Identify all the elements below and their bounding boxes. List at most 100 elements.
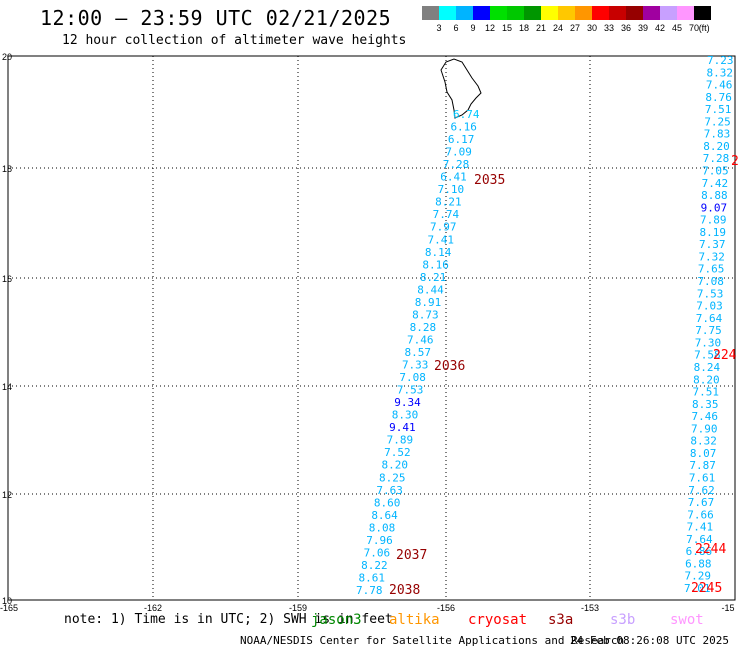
swh-value-label: 6.88 [685,557,712,570]
swh-value-label: 7.06 [364,546,391,559]
color-scale-label: 21 [536,23,546,33]
color-scale-label: 33 [604,23,614,33]
swh-value-label: 7.46 [691,410,718,423]
swh-value-label: 7.89 [700,214,727,227]
swh-value-label: 8.76 [705,91,732,104]
color-scale-label: 18 [519,23,529,33]
pass-time-label: 2035 [474,173,505,188]
swh-value-label: 7.51 [705,103,732,116]
swh-value-label: 7.32 [698,250,725,263]
color-scale-label: 9 [470,23,475,33]
hawaii-island-coastline [440,58,482,119]
pass-time-label: 2038 [389,583,420,598]
legend-swot: swot [670,612,704,628]
plot-border [7,55,736,601]
swh-value-label: 9.41 [389,421,416,434]
swh-value-label: 7.08 [697,275,724,288]
color-scale-label: 39 [638,23,648,33]
credit-line: NOAA/NESDIS Center for Satellite Applica… [240,634,625,647]
swh-value-label: 7.62 [688,484,715,497]
color-swatch [473,6,490,20]
swh-value-label: 7.90 [691,422,718,435]
pass-time-label: 2244 [695,542,726,557]
longitude-tick-label: -165 [0,603,18,613]
map-frame [7,55,736,601]
latitude-tick-label: 18 [2,164,12,174]
legend-cryosat: cryosat [468,612,528,628]
swh-value-label: 7.03 [696,300,723,313]
color-swatch [660,6,677,20]
legend-altika: altika [389,612,440,628]
swh-value-label: 8.32 [706,66,733,79]
swh-value-label: 7.28 [443,158,470,171]
swh-value-label: 7.53 [697,287,724,300]
swh-value-label: 8.28 [410,321,437,334]
swh-value-label: 8.20 [703,140,730,153]
pass-time-label: 2245 [691,581,722,596]
swh-value-label: 8.61 [359,571,386,584]
swh-value-label: 7.23 [707,54,734,67]
swh-value-label: 9.07 [701,201,728,214]
swh-value-label: 7.01 [684,582,711,595]
swh-value-label: 7.61 [689,471,716,484]
swh-value-label: 7.75 [695,324,722,337]
color-swatch [524,6,541,20]
color-swatch [541,6,558,20]
color-scale-label: 45 [672,23,682,33]
swh-value-label: 8.64 [371,509,398,522]
generated-timestamp: 24 Feb 08:26:08 UTC 2025 [570,634,729,647]
color-swatch [643,6,660,20]
swh-value-label: 7.66 [687,508,714,521]
longitude-tick-label: -156 [437,603,455,613]
color-swatch [626,6,643,20]
swh-value-label: 6.86 [686,545,713,558]
page-title: 12:00 – 23:59 UTC 02/21/2025 [40,6,392,30]
swh-value-label: 7.28 [703,152,730,165]
swh-value-label: 7.67 [688,496,715,509]
swh-value-label: 7.96 [366,534,393,547]
swh-value-label: 6.16 [450,121,477,134]
color-scale-label: 12 [485,23,495,33]
page-subtitle: 12 hour collection of altimeter wave hei… [62,33,407,48]
swh-value-label: 9.34 [394,396,421,409]
swh-value-label: 7.41 [687,521,714,534]
color-scale-label: 15 [502,23,512,33]
latitude-tick-label: 20 [2,52,12,62]
latitude-tick-label: 14 [2,382,12,392]
swh-value-label: 7.78 [356,584,383,597]
swh-value-label: 7.05 [702,165,729,178]
swh-value-label: 8.08 [369,521,396,534]
swh-value-label: 7.09 [445,146,472,159]
swh-value-label: 7.64 [696,312,723,325]
legend-s3b: s3b [610,612,636,628]
color-swatch [507,6,524,20]
color-scale-unit: (ft) [699,23,710,33]
swh-value-label: 7.42 [702,177,729,190]
swh-value-label: 6.41 [440,171,467,184]
swh-value-label: 8.73 [412,308,439,321]
swh-value-label: 6.74 [453,108,480,121]
swh-value-label: 8.60 [374,496,401,509]
swh-value-label: 7.52 [384,446,411,459]
swh-value-label: 8.24 [694,361,721,374]
color-swatch [609,6,626,20]
latitude-tick-label: 10 [2,596,12,606]
swh-value-label: 8.14 [425,246,452,259]
swh-value-label: 7.29 [685,570,712,583]
swh-value-label: 7.08 [399,371,426,384]
color-scale-label: 3 [436,23,441,33]
swh-value-label: 8.22 [361,559,388,572]
color-swatch [677,6,694,20]
swh-value-label: 7.25 [704,115,731,128]
color-swatch [439,6,456,20]
color-scale-label: 6 [453,23,458,33]
swh-value-label: 7.10 [438,183,465,196]
latitude-tick-label: 12 [2,490,12,500]
swh-value-label: 7.51 [693,386,720,399]
swh-value-label: 7.58 [694,349,721,362]
swh-value-label: 8.20 [382,459,409,472]
pass-time-label: 2 [731,154,739,169]
swh-value-label: 8.44 [417,283,444,296]
